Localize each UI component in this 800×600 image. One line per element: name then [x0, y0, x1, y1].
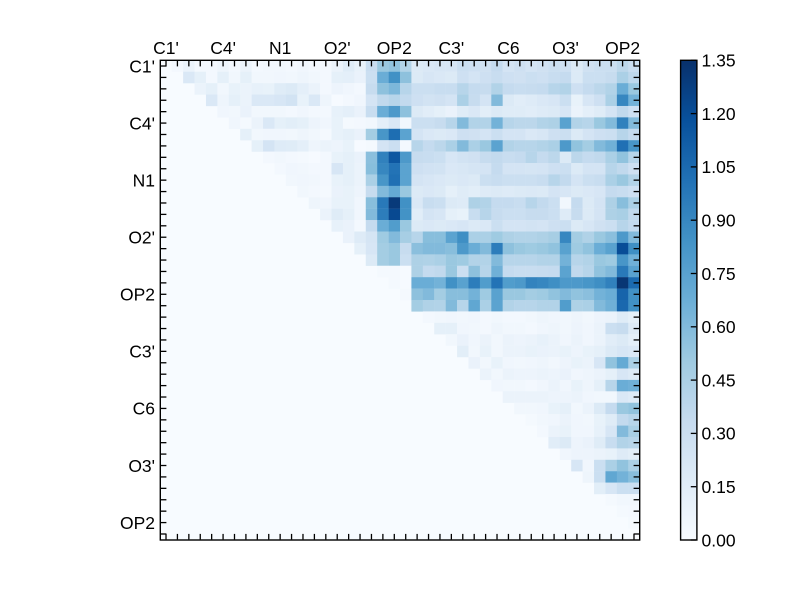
- svg-text:1.20: 1.20: [702, 104, 736, 124]
- svg-text:0.00: 0.00: [702, 530, 736, 550]
- svg-text:1.05: 1.05: [702, 157, 736, 177]
- svg-text:0.15: 0.15: [702, 477, 736, 497]
- svg-text:OP2: OP2: [377, 38, 412, 58]
- svg-text:N1: N1: [269, 38, 291, 58]
- svg-text:OP2: OP2: [120, 513, 155, 533]
- svg-text:C4': C4': [129, 113, 155, 133]
- svg-text:N1: N1: [133, 171, 155, 191]
- svg-text:C1': C1': [129, 56, 155, 76]
- svg-text:O2': O2': [324, 38, 351, 58]
- svg-text:C3': C3': [439, 38, 465, 58]
- svg-text:1.35: 1.35: [702, 51, 736, 71]
- svg-text:C6: C6: [133, 399, 155, 419]
- svg-text:C6: C6: [497, 38, 519, 58]
- svg-text:O2': O2': [128, 228, 155, 248]
- svg-text:0.30: 0.30: [702, 424, 736, 444]
- svg-text:0.45: 0.45: [702, 370, 736, 390]
- svg-text:0.75: 0.75: [702, 264, 736, 284]
- svg-text:OP2: OP2: [120, 285, 155, 305]
- svg-text:C1': C1': [153, 38, 179, 58]
- svg-text:O3': O3': [128, 456, 155, 476]
- svg-text:0.60: 0.60: [702, 317, 736, 337]
- svg-text:0.90: 0.90: [702, 211, 736, 231]
- svg-text:O3': O3': [552, 38, 579, 58]
- svg-text:C3': C3': [129, 342, 155, 362]
- svg-text:OP2: OP2: [605, 38, 640, 58]
- svg-text:C4': C4': [210, 38, 236, 58]
